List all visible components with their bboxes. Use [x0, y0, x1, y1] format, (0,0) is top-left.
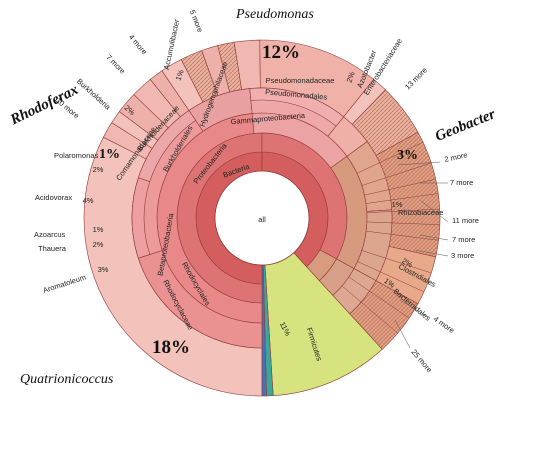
small-pct-6: 1% [174, 68, 186, 82]
small-pct-1: 4% [83, 196, 94, 205]
label-rhizobiaceae: Rhizobiaceae [398, 208, 443, 217]
divider-line-4 [366, 208, 440, 213]
small-pct-0: 2% [93, 165, 104, 174]
divider-line-9 [348, 276, 410, 319]
annotation-pseudomonas: Pseudomonas [236, 7, 314, 22]
divider-line-6 [366, 230, 439, 241]
pct-geobacter: 3% [397, 148, 418, 163]
divider-line-5 [366, 221, 440, 225]
more-label-0: 5 more [188, 9, 205, 34]
leader-line-0 [397, 161, 441, 166]
more-label-6: 7 more [450, 178, 473, 187]
pct-quatrionicoccus: 18% [152, 337, 190, 358]
center-hole [214, 170, 310, 266]
label-polaromonas: Polaromonas [54, 151, 98, 160]
divider-line-1 [361, 162, 432, 186]
divider-line-7 [361, 250, 432, 274]
ring4-firmicutes [332, 268, 377, 315]
divider-line-8 [357, 261, 425, 292]
more-label-8: 7 more [452, 235, 475, 244]
label-pseudomonadaceae: Pseudomonadaceae [266, 76, 335, 85]
leader-line-6 [394, 319, 411, 349]
small-pct-7: 2% [345, 70, 357, 84]
label-burkholderia: Burkholderia [75, 77, 113, 112]
annotation-quatrionicoccus: Quatrionicoccus [20, 372, 114, 387]
leader-line-4 [414, 249, 449, 257]
sunburst-rings [131, 87, 440, 349]
more-label-4: 13 more [403, 66, 429, 92]
leader-line-3 [419, 234, 449, 241]
label-thauera: Thauera [38, 244, 67, 253]
ring4b-pseudomonadaceae [249, 87, 345, 127]
more-label-10: 4 more [432, 314, 456, 335]
label-acidovorax: Acidovorax [35, 193, 72, 202]
divider-line-3 [365, 193, 439, 204]
divider-line-10 [341, 285, 398, 334]
more-label-9: 3 more [451, 251, 474, 260]
small-pct-3: 2% [93, 240, 104, 249]
more-label-5: 2 more [444, 150, 469, 164]
center-label: all [258, 215, 266, 224]
more-label-11: 25 more [409, 348, 434, 375]
pct-pseudomonas: 12% [262, 42, 300, 63]
small-pct-2: 1% [93, 225, 104, 234]
leader-line-5 [399, 299, 431, 319]
label-aromatoleum: Aromatoleum [42, 273, 87, 295]
sunburst-wedges [83, 39, 441, 397]
leader-line-2 [419, 199, 449, 223]
divider-line-0 [356, 141, 424, 174]
small-pct-4: 3% [98, 265, 109, 274]
pct-rhodoferax: 1% [99, 147, 120, 162]
small-pct-8: 1% [392, 200, 403, 209]
label-azoarcus: Azoarcus [34, 230, 66, 239]
ring4b-burkholderiaceae [137, 110, 197, 182]
more-label-7: 11 more [452, 216, 479, 225]
divider-line-2 [364, 178, 436, 196]
more-label-1: 4 more [127, 33, 149, 57]
more-label-2: 7 more [104, 53, 127, 76]
